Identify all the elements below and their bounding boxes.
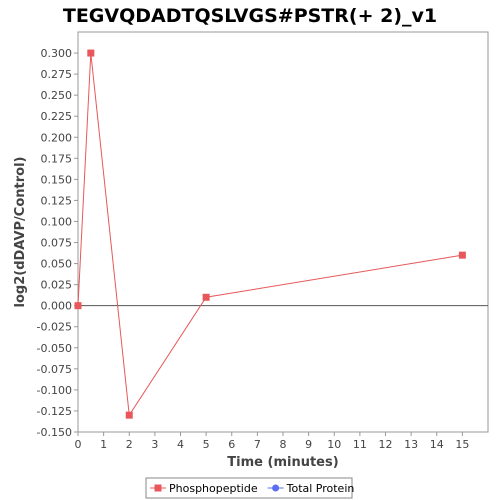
y-tick-label: 0.125 — [41, 194, 73, 207]
y-tick-label: -0.125 — [37, 405, 72, 418]
y-tick-label: -0.025 — [37, 321, 72, 334]
y-tick-label: -0.050 — [37, 342, 72, 355]
x-tick-label: 1 — [100, 438, 107, 451]
x-tick-label: 5 — [203, 438, 210, 451]
y-tick-label: 0.100 — [41, 215, 73, 228]
x-tick-label: 8 — [280, 438, 287, 451]
legend-label: Phosphopeptide — [169, 482, 258, 495]
x-tick-label: 14 — [430, 438, 444, 451]
x-axis: 0 1 2 3 4 5 6 7 8 9 10 11 12 13 14 15 — [75, 432, 469, 451]
legend-marker — [272, 484, 280, 492]
x-tick-label: 4 — [177, 438, 184, 451]
y-tick-label: 0.275 — [41, 68, 73, 81]
data-point — [458, 251, 466, 259]
data-point — [74, 302, 82, 310]
legend-box — [145, 477, 353, 499]
y-tick-label: 0.150 — [41, 173, 73, 186]
x-tick-label: 13 — [404, 438, 418, 451]
y-tick-label: 0.225 — [41, 110, 73, 123]
data-point — [125, 411, 133, 419]
x-tick-label: 7 — [254, 438, 261, 451]
y-tick-label: -0.150 — [37, 426, 72, 439]
y-tick-label: 0.250 — [41, 89, 73, 102]
data-point — [202, 293, 210, 301]
y-axis-label: log2(dDAVP/Control) — [13, 157, 28, 308]
legend-label: Total Protein — [286, 482, 355, 495]
plot-area — [77, 31, 489, 433]
x-axis-label: Time (minutes) — [227, 455, 338, 470]
x-tick-label: 11 — [353, 438, 367, 451]
legend-marker — [154, 484, 162, 492]
x-tick-label: 2 — [126, 438, 133, 451]
y-tick-label: 0.025 — [41, 279, 73, 292]
x-tick-label: 3 — [151, 438, 158, 451]
chart-title: TEGVQDADTQSLVGS#PSTR(+ 2)_v1 — [63, 5, 437, 27]
y-axis: -0.150 -0.125 -0.100 -0.075 -0.050 -0.025 0.00… — [37, 47, 78, 439]
y-tick-label: 0.075 — [41, 237, 73, 250]
data-point — [87, 49, 95, 57]
x-tick-label: 6 — [228, 438, 235, 451]
y-tick-label: 0.050 — [41, 258, 73, 271]
legend: Phosphopeptide Total Protein — [145, 477, 355, 499]
x-tick-label: 9 — [305, 438, 312, 451]
x-tick-label: 12 — [379, 438, 393, 451]
y-tick-label: 0.000 — [41, 300, 73, 313]
y-tick-label: 0.300 — [41, 47, 73, 60]
x-tick-label: 0 — [75, 438, 82, 451]
y-tick-label: -0.075 — [37, 363, 72, 376]
y-tick-label: -0.100 — [37, 384, 72, 397]
y-tick-label: 0.200 — [41, 131, 73, 144]
x-tick-label: 10 — [327, 438, 341, 451]
y-tick-label: 0.175 — [41, 152, 73, 165]
x-tick-label: 15 — [455, 438, 469, 451]
series-layer — [74, 49, 466, 419]
